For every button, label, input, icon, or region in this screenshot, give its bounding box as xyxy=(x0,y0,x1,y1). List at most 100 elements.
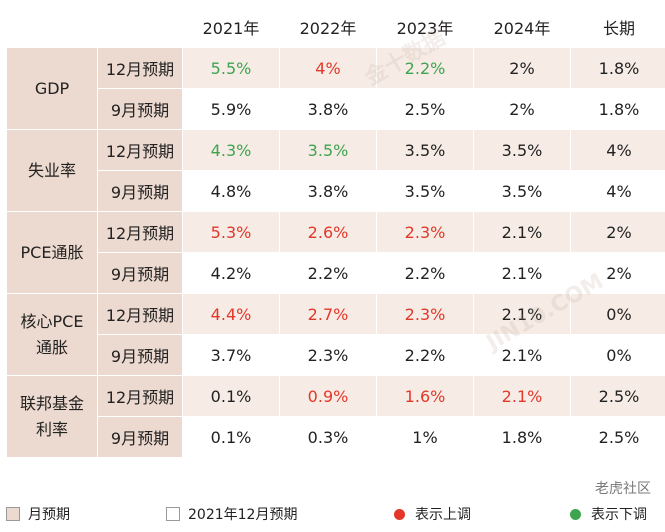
value-cell: 5.9% xyxy=(182,88,280,130)
table-row: 9月预期 5.9% 3.8% 2.5% 2% 1.8% xyxy=(7,88,665,130)
row-group-label-line: 失业率 xyxy=(27,160,76,180)
row-group-label: GDP xyxy=(6,47,98,130)
legend-item: 2021年12月预期 xyxy=(166,504,297,524)
table-row: 9月预期 4.8% 3.8% 3.5% 3.5% 4% xyxy=(7,170,665,212)
value-cell: 2% xyxy=(473,47,571,89)
value-cell: 0% xyxy=(570,334,665,376)
legend: 月预期 2021年12月预期 表示上调 表示下调 xyxy=(6,502,660,526)
value-cell: 2.1% xyxy=(473,334,571,376)
col-header: 2021年 xyxy=(182,6,280,48)
row-sub-label: 12月预期 xyxy=(97,47,183,89)
value-cell: 4.3% xyxy=(182,129,280,171)
legend-label: 2021年12月预期 xyxy=(188,507,298,523)
value-cell: 5.5% xyxy=(182,47,280,89)
legend-item: 月预期 xyxy=(6,504,70,524)
legend-swatch xyxy=(394,508,405,520)
col-header: 2024年 xyxy=(473,6,571,48)
brand-watermark: 老虎社区 xyxy=(595,481,651,497)
row-group-label: PCE通胀 xyxy=(6,211,98,294)
legend-item: 表示下调 xyxy=(570,504,647,524)
row-sub-label: 12月预期 xyxy=(97,293,183,335)
legend-swatch xyxy=(570,508,581,520)
table-row: 9月预期 0.1% 0.3% 1% 1.8% 2.5% xyxy=(7,416,665,458)
row-sub-label: 9月预期 xyxy=(97,88,183,130)
value-cell: 1.8% xyxy=(570,88,665,130)
row-sub-label: 12月预期 xyxy=(97,375,183,417)
value-cell: 2.3% xyxy=(376,293,474,335)
value-cell: 2.2% xyxy=(376,47,474,89)
row-group-label-line: GDP xyxy=(34,78,70,98)
legend-item: 表示上调 xyxy=(394,504,471,524)
row-group-label-line: 利率 xyxy=(35,419,68,439)
value-cell: 2.2% xyxy=(376,334,474,376)
value-cell: 2.5% xyxy=(570,375,665,417)
col-header: 2023年 xyxy=(376,6,474,48)
value-cell: 2% xyxy=(473,88,571,130)
value-cell: 4% xyxy=(570,129,665,171)
value-cell: 4.4% xyxy=(182,293,280,335)
table-row: 9月预期 4.2% 2.2% 2.2% 2.1% 2% xyxy=(7,252,665,294)
col-header: 长期 xyxy=(570,6,665,48)
value-cell: 4.8% xyxy=(182,170,280,212)
value-cell: 2.1% xyxy=(473,252,571,294)
value-cell: 1.6% xyxy=(376,375,474,417)
table-row: 9月预期 3.7% 2.3% 2.2% 2.1% 0% xyxy=(7,334,665,376)
value-cell: 2.3% xyxy=(376,211,474,253)
legend-label: 表示上调 xyxy=(415,507,471,523)
row-sub-label: 9月预期 xyxy=(97,334,183,376)
value-cell: 3.5% xyxy=(279,129,377,171)
value-cell: 3.5% xyxy=(376,129,474,171)
value-cell: 2.2% xyxy=(279,252,377,294)
row-group-label: 核心PCE 通胀 xyxy=(6,293,98,376)
value-cell: 2% xyxy=(570,252,665,294)
row-sub-label: 9月预期 xyxy=(97,416,183,458)
value-cell: 0.9% xyxy=(279,375,377,417)
value-cell: 3.5% xyxy=(473,129,571,171)
row-group-label: 联邦基金 利率 xyxy=(6,375,98,458)
table-row: PCE通胀 12月预期 5.3% 2.6% 2.3% 2.1% 2% xyxy=(6,211,665,294)
value-cell: 1% xyxy=(376,416,474,458)
table-row: 核心PCE 通胀 12月预期 4.4% 2.7% 2.3% 2.1% 0% xyxy=(6,293,665,376)
value-cell: 1.8% xyxy=(473,416,571,458)
legend-swatch xyxy=(166,507,180,521)
table-row: 联邦基金 利率 12月预期 0.1% 0.9% 1.6% 2.1% 2.5% xyxy=(6,375,665,458)
legend-swatch xyxy=(6,507,20,521)
value-cell: 1.8% xyxy=(570,47,665,89)
value-cell: 4% xyxy=(279,47,377,89)
value-cell: 0.1% xyxy=(182,375,280,417)
row-group-label-line: 联邦基金 xyxy=(19,393,84,413)
fed-projection-table: 2021年 2022年 2023年 2024年 长期 GDP 12月预期 5.5% 4… xyxy=(6,6,665,458)
value-cell: 2.1% xyxy=(473,293,571,335)
table-row: 失业率 12月预期 4.3% 3.5% 3.5% 3.5% 4% xyxy=(6,129,665,212)
value-cell: 3.5% xyxy=(376,170,474,212)
value-cell: 2.5% xyxy=(570,416,665,458)
value-cell: 3.8% xyxy=(279,88,377,130)
value-cell: 3.7% xyxy=(182,334,280,376)
col-header: 2022年 xyxy=(279,6,377,48)
value-cell: 2.1% xyxy=(473,211,571,253)
value-cell: 2.3% xyxy=(279,334,377,376)
row-sub-label: 9月预期 xyxy=(97,252,183,294)
value-cell: 4.2% xyxy=(182,252,280,294)
row-group-label: 失业率 xyxy=(6,129,98,212)
value-cell: 3.5% xyxy=(473,170,571,212)
header-row: 2021年 2022年 2023年 2024年 长期 xyxy=(6,6,665,48)
row-group-label-line: PCE通胀 xyxy=(20,242,84,262)
value-cell: 0.1% xyxy=(182,416,280,458)
value-cell: 2.6% xyxy=(279,211,377,253)
row-group-label-line: 通胀 xyxy=(35,337,68,357)
row-sub-label: 12月预期 xyxy=(97,211,183,253)
row-sub-label: 9月预期 xyxy=(97,170,183,212)
legend-label: 月预期 xyxy=(28,507,70,523)
value-cell: 2.1% xyxy=(473,375,571,417)
table-row: GDP 12月预期 5.5% 4% 2.2% 2% 1.8% xyxy=(6,47,665,130)
row-group-label-line: 核心PCE xyxy=(20,311,84,331)
value-cell: 2.5% xyxy=(376,88,474,130)
value-cell: 2.7% xyxy=(279,293,377,335)
value-cell: 2.2% xyxy=(376,252,474,294)
value-cell: 2% xyxy=(570,211,665,253)
value-cell: 0.3% xyxy=(279,416,377,458)
value-cell: 3.8% xyxy=(279,170,377,212)
value-cell: 5.3% xyxy=(182,211,280,253)
value-cell: 4% xyxy=(570,170,665,212)
